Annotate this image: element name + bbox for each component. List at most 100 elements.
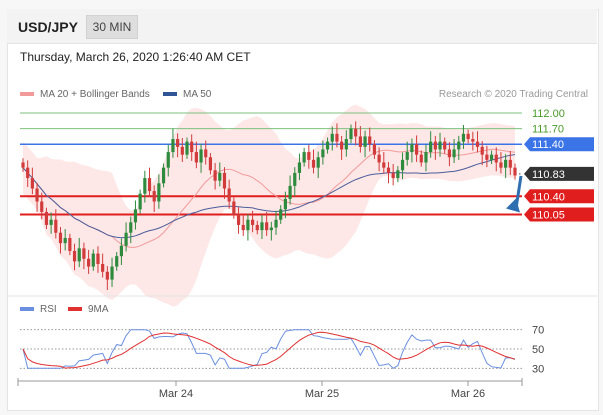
candle-body <box>138 193 142 210</box>
candle-body <box>124 232 128 246</box>
candle-body <box>105 271 109 280</box>
candle-body <box>457 141 461 150</box>
candle-body <box>246 219 250 231</box>
candle-body <box>349 128 353 140</box>
candle-body <box>358 136 362 147</box>
rsi-level-label: 30 <box>532 363 544 375</box>
legend-9ma: 9MA <box>68 304 109 315</box>
candle-body <box>480 146 484 155</box>
candle-body <box>115 256 119 267</box>
candle-body <box>433 141 437 150</box>
candle-body <box>499 162 503 168</box>
candle-body <box>391 172 395 179</box>
candle-body <box>82 248 86 259</box>
candle-body <box>316 157 320 168</box>
candle-body <box>429 141 433 153</box>
candle-body <box>368 136 372 145</box>
candle-body <box>222 172 227 189</box>
rsi-line <box>22 329 516 369</box>
legend-rsi-label: RSI <box>40 304 57 315</box>
candle-body <box>265 222 269 231</box>
candle-body <box>236 214 241 225</box>
candle-body <box>513 167 517 176</box>
candle-body <box>91 253 95 267</box>
candle-body <box>49 219 53 225</box>
bollinger-band-area <box>23 104 515 307</box>
candle-body <box>72 250 77 262</box>
level-label-red: 110.40 <box>532 191 565 203</box>
candle-body <box>410 144 414 153</box>
candle-body <box>344 139 348 150</box>
legend-ma50-label: MA 50 <box>183 89 212 100</box>
candle-body <box>232 201 236 215</box>
legend-bands-label: MA 20 + Bollinger Bands <box>40 89 150 100</box>
candle-body <box>185 141 189 155</box>
level-tag-red <box>524 189 594 204</box>
candle-body <box>171 139 175 153</box>
candle-body <box>204 149 208 158</box>
candle-body <box>415 144 419 155</box>
candle-body <box>419 154 423 163</box>
candle-body <box>101 263 105 272</box>
candle-body <box>288 185 292 199</box>
timeframe-button[interactable]: 30 MIN <box>86 15 138 39</box>
candle-body <box>489 154 494 160</box>
rsi-9ma-line <box>22 331 516 369</box>
candle-body <box>199 149 203 163</box>
candle-body <box>443 141 447 150</box>
forecast-arrow-head <box>506 198 520 213</box>
candle-body <box>354 128 358 137</box>
legend-9ma-label: 9MA <box>88 304 109 315</box>
candle-body <box>147 178 152 192</box>
candle-body <box>504 159 508 168</box>
candle-body <box>279 209 283 220</box>
candle-body <box>447 149 451 158</box>
candle-body <box>438 141 442 150</box>
candle-body <box>30 178 34 189</box>
candle-body <box>255 224 259 231</box>
candle-body <box>96 253 100 264</box>
candle-body <box>35 188 39 202</box>
level-label-green: 111.70 <box>532 124 564 136</box>
ma50-swatch <box>163 92 177 97</box>
candle-body <box>330 133 334 142</box>
candle-body <box>208 157 213 171</box>
candle-body <box>372 144 377 155</box>
ma50-line <box>22 154 516 239</box>
candle-body <box>405 152 409 160</box>
candle-body <box>176 139 180 147</box>
candle-body <box>58 232 63 244</box>
rsi-swatch <box>20 307 34 312</box>
candle-body <box>143 178 147 194</box>
candle-body <box>133 209 138 223</box>
research-credit: Research © 2020 Trading Central <box>438 89 588 100</box>
legend-rsi: RSI <box>20 304 57 315</box>
candle-body <box>307 152 311 160</box>
candle-body <box>321 149 325 158</box>
candle-body <box>218 172 222 181</box>
candle-body <box>119 245 123 257</box>
candle-body <box>152 191 156 202</box>
candle-body <box>400 159 405 171</box>
x-tick-label: Mar 25 <box>305 388 339 400</box>
candle-body <box>508 159 512 168</box>
level-label-green: 112.00 <box>532 108 565 120</box>
candle-body <box>382 162 386 168</box>
candle-body <box>180 146 184 155</box>
candle-body <box>274 219 278 228</box>
candle-body <box>293 172 297 186</box>
last-price-tag <box>524 166 594 181</box>
symbol-title: USD/JPY <box>18 19 78 35</box>
last-price-label: 110.83 <box>532 169 565 181</box>
candle-body <box>44 211 49 225</box>
candle-body <box>54 219 58 233</box>
ma9-swatch <box>68 307 82 312</box>
x-tick-label: Mar 24 <box>159 388 193 400</box>
level-tag-blue <box>524 137 594 152</box>
candle-body <box>63 237 67 244</box>
candle-body <box>466 133 470 140</box>
legend-ma50: MA 50 <box>163 89 211 100</box>
candle-body <box>340 141 344 150</box>
candle-body <box>386 167 391 173</box>
